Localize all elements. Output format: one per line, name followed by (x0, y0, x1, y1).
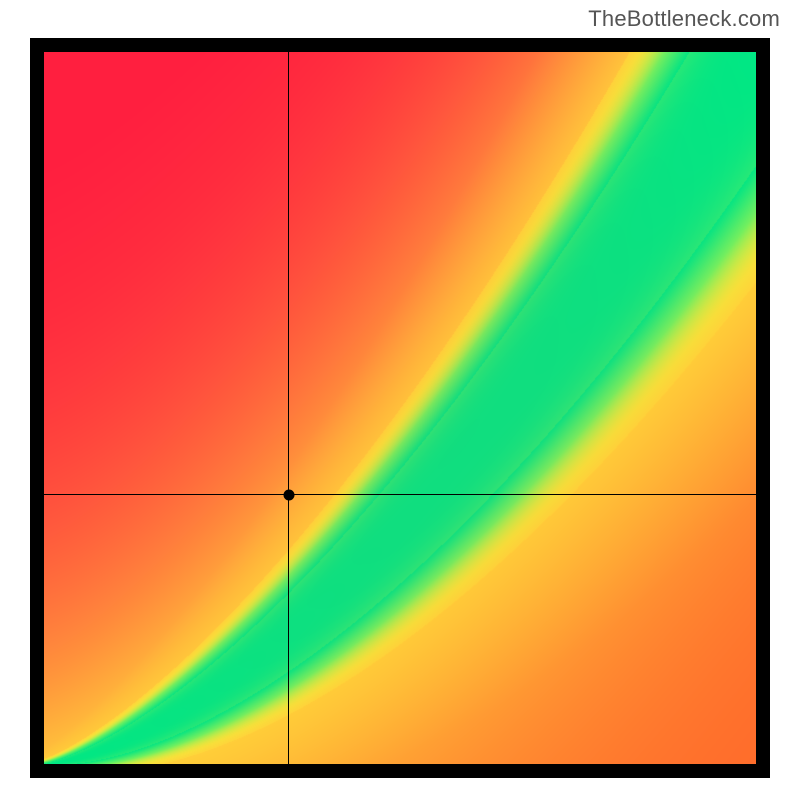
heatmap-canvas (44, 52, 756, 764)
plot-area (44, 52, 756, 764)
chart-container: TheBottleneck.com (0, 0, 800, 800)
watermark-text: TheBottleneck.com (588, 6, 780, 32)
plot-frame (30, 38, 770, 778)
